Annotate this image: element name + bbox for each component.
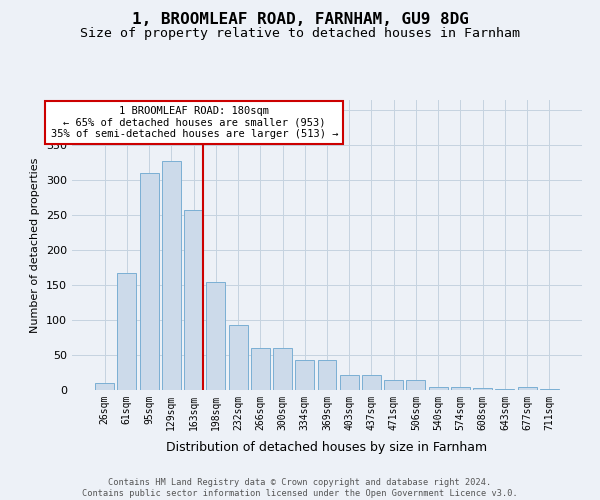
Bar bbox=[206, 282, 225, 390]
Bar bbox=[140, 174, 158, 390]
Bar bbox=[540, 388, 559, 390]
Bar bbox=[251, 348, 270, 390]
Bar bbox=[362, 374, 381, 390]
Bar bbox=[384, 380, 403, 390]
Bar bbox=[429, 387, 448, 390]
Bar bbox=[518, 387, 536, 390]
Bar bbox=[473, 388, 492, 390]
Bar bbox=[162, 161, 181, 390]
Bar bbox=[118, 272, 136, 390]
Text: 1 BROOMLEAF ROAD: 180sqm
← 65% of detached houses are smaller (953)
35% of semi-: 1 BROOMLEAF ROAD: 180sqm ← 65% of detach… bbox=[50, 106, 338, 139]
Text: Contains HM Land Registry data © Crown copyright and database right 2024.
Contai: Contains HM Land Registry data © Crown c… bbox=[82, 478, 518, 498]
Bar bbox=[273, 348, 292, 390]
Bar bbox=[406, 380, 425, 390]
Bar bbox=[184, 210, 203, 390]
X-axis label: Distribution of detached houses by size in Farnham: Distribution of detached houses by size … bbox=[166, 441, 488, 454]
Bar bbox=[451, 387, 470, 390]
Y-axis label: Number of detached properties: Number of detached properties bbox=[31, 158, 40, 332]
Bar bbox=[340, 374, 359, 390]
Bar bbox=[295, 360, 314, 390]
Bar bbox=[317, 360, 337, 390]
Bar bbox=[95, 383, 114, 390]
Text: 1, BROOMLEAF ROAD, FARNHAM, GU9 8DG: 1, BROOMLEAF ROAD, FARNHAM, GU9 8DG bbox=[131, 12, 469, 28]
Bar bbox=[229, 325, 248, 390]
Text: Size of property relative to detached houses in Farnham: Size of property relative to detached ho… bbox=[80, 28, 520, 40]
